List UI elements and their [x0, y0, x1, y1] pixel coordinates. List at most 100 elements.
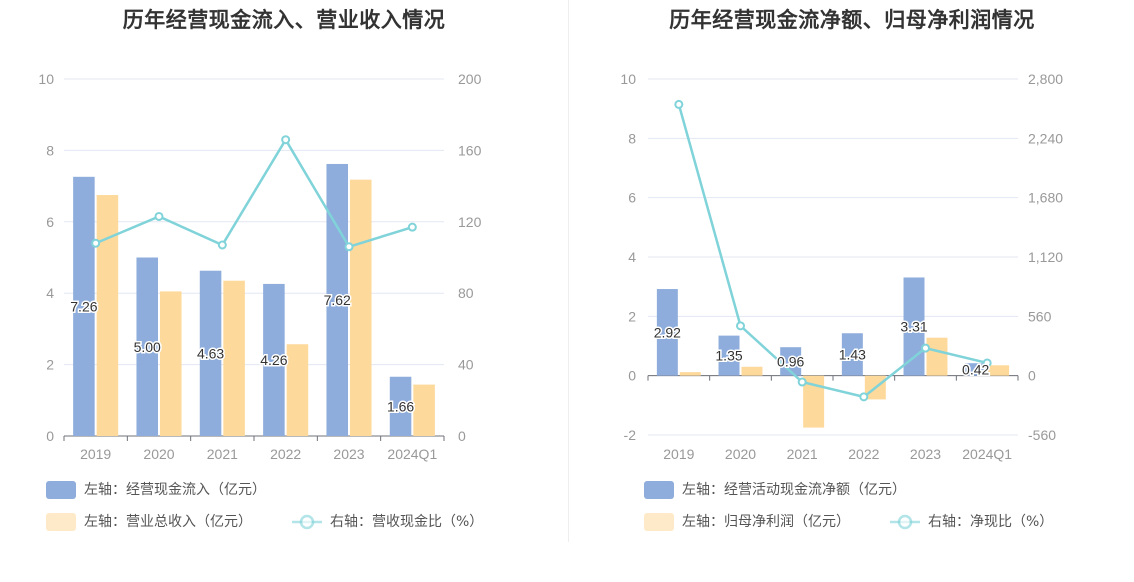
- x-axis-category-label: 2022: [270, 446, 301, 462]
- bar-primary: [903, 277, 925, 376]
- left-axis-tick-label: 6: [46, 214, 54, 230]
- bar-primary: [780, 347, 802, 376]
- x-axis-category-label: 2020: [725, 446, 756, 462]
- bar-secondary: [160, 291, 182, 436]
- bar-secondary: [803, 375, 825, 428]
- bar-data-label: 0.96: [777, 353, 804, 369]
- legend-swatch-bar: [644, 513, 674, 531]
- chart-plot-area: 0 0 2 40 4 80 6 120 8 160 10 200 2019 2020 2021 2022 202…: [38, 71, 482, 462]
- bar-data-label: 4.63: [197, 345, 224, 361]
- left-axis-tick-label: 4: [628, 249, 636, 265]
- right-axis-tick-label: 160: [458, 142, 482, 158]
- left-axis-tick-label: 8: [628, 130, 636, 146]
- line-point: [982, 358, 992, 368]
- bar-data-label: 1.43: [839, 346, 866, 362]
- line-point: [91, 238, 101, 248]
- line-point: [736, 321, 745, 331]
- bar-data-label: 2.92: [654, 324, 681, 340]
- bar-primary: [841, 333, 863, 376]
- legend-label: 左轴：经营现金流入（亿元）: [84, 482, 266, 498]
- bar-data-label: 3.31: [900, 319, 927, 335]
- line-point: [921, 343, 930, 353]
- right-axis-tick-label: 0: [1028, 368, 1036, 384]
- line-point: [217, 240, 227, 250]
- bar-primary: [263, 283, 285, 436]
- legend-swatch-line-icon: [890, 514, 920, 530]
- legend-label: 左轴：营业总收入（亿元）: [84, 514, 252, 530]
- left-axis-tick-label: 6: [628, 190, 636, 206]
- line-series-path: [677, 104, 988, 399]
- chart-panel-cashflow-revenue: 历年经营现金流入、营业收入情况 0 0 2 40 4 80 6 120 8 160 10 200 201…: [38, 8, 484, 531]
- bar-secondary: [926, 337, 948, 376]
- bar-primary: [73, 176, 95, 436]
- line-point: [674, 99, 684, 109]
- bar-primary: [656, 289, 678, 376]
- bar-secondary: [96, 195, 119, 436]
- legend-swatch-line-icon: [292, 514, 322, 530]
- right-axis-tick-label: 2,240: [1028, 130, 1063, 146]
- bar-primary: [136, 257, 158, 436]
- legend-label: 左轴：归母净利润（亿元）: [682, 514, 850, 530]
- chart-title: 历年经营现金流入、营业收入情况: [122, 8, 446, 32]
- left-axis-tick-label: -2: [624, 427, 637, 443]
- legend-swatch-bar: [644, 481, 674, 499]
- right-axis-tick-label: 2,800: [1028, 71, 1063, 87]
- right-axis-tick-label: 80: [458, 285, 474, 301]
- line-series-path: [95, 137, 413, 249]
- x-axis-category-label: 2019: [80, 446, 111, 462]
- x-axis-category-label: 2023: [333, 446, 364, 462]
- line-point: [154, 211, 164, 221]
- left-axis-tick-label: 4: [46, 285, 54, 301]
- legend-label: 右轴：营收现金比（%）: [330, 514, 484, 530]
- left-axis-tick-label: 0: [628, 368, 636, 384]
- bar-data-label: 7.26: [70, 298, 97, 314]
- x-axis-category-label: 2024Q1: [962, 446, 1012, 462]
- bar-secondary: [413, 384, 435, 436]
- legend-label: 右轴：净现比（%）: [928, 514, 1054, 530]
- right-axis-tick-label: 120: [458, 214, 482, 230]
- right-axis-tick-label: 1,680: [1028, 190, 1063, 206]
- line-point: [407, 222, 417, 232]
- left-axis-tick-label: 2: [46, 357, 54, 373]
- bar-data-label: 5.00: [134, 339, 161, 355]
- chart-plot-area: -2 -560 0 0 2 560 4 1,120 6 1,680 8 2,240 10 2,800 201…: [620, 71, 1063, 462]
- bar-primary: [965, 363, 987, 376]
- chart-title: 历年经营现金流净额、归母净利润情况: [669, 8, 1035, 32]
- bar-secondary: [223, 280, 245, 436]
- legend-swatch-bar: [46, 481, 76, 499]
- x-axis-category-label: 2020: [143, 446, 174, 462]
- x-axis-category-label: 2022: [848, 446, 879, 462]
- bar-primary: [326, 163, 348, 436]
- right-axis-tick-label: 200: [458, 71, 482, 87]
- right-axis-tick-label: 560: [1028, 308, 1052, 324]
- left-axis-tick-label: 2: [628, 308, 636, 324]
- bar-data-label: 0.42: [962, 361, 989, 377]
- line-point: [859, 392, 869, 402]
- left-axis-tick-label: 10: [620, 71, 636, 87]
- bar-data-label: 1.66: [387, 398, 414, 414]
- right-axis-tick-label: 0: [458, 428, 466, 444]
- panel-divider: [568, 0, 569, 542]
- bar-data-label: 7.62: [324, 292, 351, 308]
- line-point: [281, 135, 291, 145]
- legend-label: 左轴：经营活动现金流净额（亿元）: [682, 482, 906, 498]
- x-axis-category-label: 2023: [910, 446, 941, 462]
- left-axis-tick-label: 10: [38, 71, 54, 87]
- left-axis-tick-label: 0: [46, 428, 54, 444]
- bar-secondary: [988, 365, 1010, 376]
- line-point: [797, 377, 807, 387]
- bar-secondary: [741, 366, 763, 376]
- right-axis-tick-label: -560: [1028, 427, 1056, 443]
- bar-primary: [199, 270, 222, 436]
- bar-secondary: [350, 179, 372, 436]
- bar-primary: [389, 376, 412, 436]
- x-axis-category-label: 2021: [787, 446, 818, 462]
- chart-panel-netcash-profit: 历年经营现金流净额、归母净利润情况 -2 -560 0 0 2 560 4 1,120 6 1,6…: [570, 0, 1134, 582]
- right-axis-tick-label: 1,120: [1028, 249, 1063, 265]
- bar-secondary: [286, 344, 309, 436]
- bar-data-label: 1.35: [715, 348, 742, 364]
- legend-swatch-bar: [46, 513, 76, 531]
- bar-data-label: 4.26: [260, 352, 287, 368]
- line-point: [344, 242, 354, 252]
- x-axis-category-label: 2024Q1: [387, 446, 437, 462]
